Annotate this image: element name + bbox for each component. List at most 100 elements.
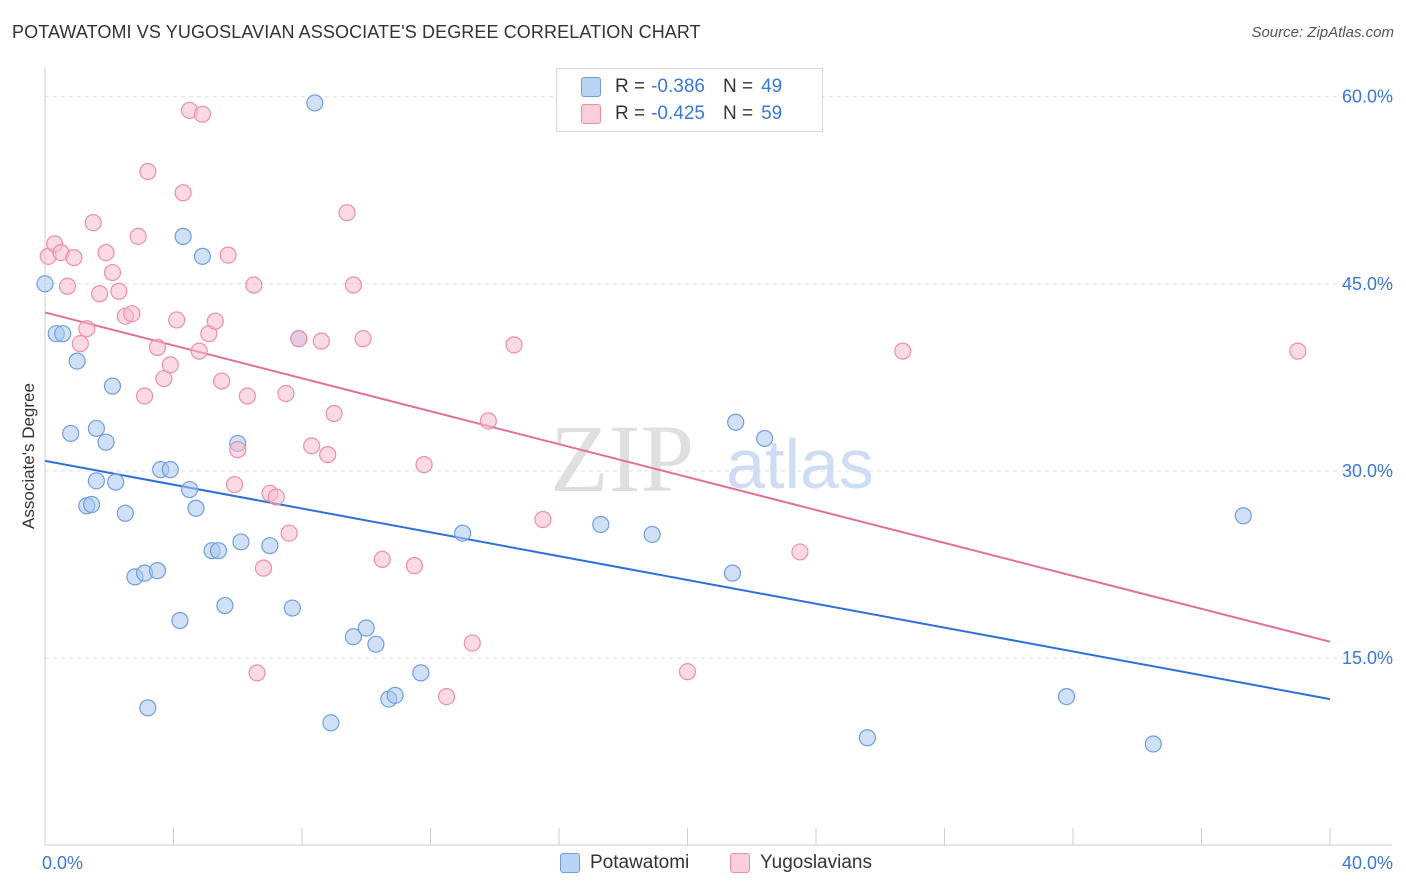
series-legend: Potawatomi Yugoslavians: [0, 852, 1406, 878]
trend-line-potawatomi: [44, 459, 1331, 701]
data-point-yugoslavians: [78, 320, 96, 338]
data-point-potawatomi: [107, 473, 125, 491]
data-point-yugoslavians: [219, 246, 237, 264]
data-point-yugoslavians: [344, 276, 362, 294]
data-point-potawatomi: [344, 628, 362, 646]
data-point-potawatomi: [36, 275, 54, 293]
data-point-yugoslavians: [245, 276, 263, 294]
data-point-potawatomi: [858, 729, 877, 747]
data-point-yugoslavians: [303, 437, 321, 455]
data-point-potawatomi: [261, 537, 279, 555]
data-point-yugoslavians: [415, 456, 433, 474]
data-point-potawatomi: [209, 542, 228, 560]
legend-r-value: -0.386: [651, 76, 705, 97]
data-point-yugoslavians: [148, 338, 167, 356]
data-point-potawatomi: [139, 699, 157, 717]
data-point-yugoslavians: [354, 330, 372, 348]
data-point-potawatomi: [755, 429, 774, 448]
legend-n-label: N =: [722, 103, 754, 124]
data-point-yugoslavians: [135, 387, 154, 405]
data-point-potawatomi: [283, 599, 301, 617]
data-point-potawatomi: [232, 533, 250, 551]
data-point-potawatomi: [148, 562, 167, 580]
data-point-yugoslavians: [71, 335, 89, 353]
x-tick-label: 40.0%: [1342, 853, 1393, 873]
data-point-potawatomi: [161, 461, 179, 479]
series-legend-potawatomi: Potawatomi: [560, 852, 689, 874]
grid-lines: [45, 96, 1392, 659]
watermark-zip: ZIP: [550, 405, 694, 512]
data-point-yugoslavians: [155, 369, 173, 388]
data-point-yugoslavians: [319, 446, 337, 464]
legend-n-value: 59: [761, 103, 783, 124]
legend-n-label: N =: [722, 76, 754, 97]
trend-lines: [44, 311, 1331, 701]
legend-swatch-yugoslavians: [581, 104, 601, 124]
watermark-atlas: atlas: [726, 425, 874, 503]
data-point-potawatomi: [97, 433, 115, 451]
data-point-yugoslavians: [254, 559, 273, 577]
chart-title: POTAWATOMI VS YUGOSLAVIAN ASSOCIATE'S DE…: [12, 22, 701, 42]
data-point-yugoslavians: [110, 282, 128, 300]
axes: [44, 68, 1392, 846]
data-point-potawatomi: [87, 419, 106, 438]
data-point-potawatomi: [87, 472, 106, 490]
data-point-yugoslavians: [190, 342, 208, 360]
series-legend-yugoslavians: Yugoslavians: [730, 852, 872, 874]
data-point-yugoslavians: [437, 687, 456, 706]
data-point-potawatomi: [62, 424, 80, 443]
data-point-yugoslavians: [238, 387, 256, 405]
data-point-yugoslavians: [213, 372, 231, 390]
trend-line-yugoslavians: [44, 311, 1331, 643]
data-point-yugoslavians: [405, 557, 424, 575]
data-point-potawatomi: [727, 413, 745, 431]
data-point-yugoslavians: [97, 244, 115, 262]
data-point-potawatomi: [357, 619, 375, 637]
data-point-potawatomi: [386, 686, 404, 704]
watermark: ZIP atlas: [550, 405, 874, 512]
data-point-yugoslavians: [229, 441, 247, 459]
data-point-yugoslavians: [193, 105, 212, 123]
data-point-yugoslavians: [91, 285, 109, 303]
data-point-yugoslavians: [103, 263, 122, 282]
data-point-potawatomi: [1144, 735, 1162, 753]
data-point-potawatomi: [116, 504, 134, 522]
legend-n-value: 49: [761, 76, 783, 97]
data-point-yugoslavians: [225, 475, 244, 494]
data-point-yugoslavians: [505, 336, 523, 354]
legend-row-yugoslavians: R = -0.425 N = 59: [581, 102, 782, 126]
data-point-yugoslavians: [463, 634, 481, 652]
data-point-yugoslavians: [277, 384, 295, 403]
y-tick-label: 45.0%: [1342, 274, 1393, 294]
data-point-potawatomi: [367, 635, 385, 653]
data-point-yugoslavians: [58, 277, 77, 295]
data-point-yugoslavians: [894, 342, 912, 360]
data-point-yugoslavians: [534, 510, 552, 529]
data-point-yugoslavians: [206, 312, 224, 330]
data-point-potawatomi: [306, 94, 324, 112]
data-point-potawatomi: [412, 664, 430, 682]
data-point-potawatomi: [187, 499, 205, 517]
data-point-yugoslavians: [479, 412, 497, 430]
data-point-potawatomi: [193, 247, 212, 265]
data-point-potawatomi: [180, 480, 199, 499]
data-point-yugoslavians: [161, 356, 179, 374]
data-point-yugoslavians: [325, 404, 343, 423]
data-point-yugoslavians: [678, 663, 697, 681]
legend-r-label: R =: [615, 76, 646, 97]
tick-labels: 15.0% 30.0% 45.0% 60.0% 0.0% 40.0%: [42, 87, 1393, 873]
data-point-yugoslavians: [791, 543, 809, 561]
data-point-yugoslavians: [248, 664, 266, 682]
legend-r-label: R =: [615, 103, 646, 124]
legend-r-value: -0.425: [651, 103, 705, 124]
data-point-potawatomi: [171, 611, 189, 630]
data-point-yugoslavians: [174, 184, 192, 202]
y-tick-label: 15.0%: [1342, 648, 1393, 668]
data-point-potawatomi: [68, 352, 86, 370]
data-point-potawatomi: [54, 325, 72, 343]
data-point-potawatomi: [322, 714, 340, 732]
data-point-yugoslavians: [290, 330, 308, 348]
data-point-potawatomi: [643, 525, 661, 544]
data-point-yugoslavians: [338, 204, 356, 222]
